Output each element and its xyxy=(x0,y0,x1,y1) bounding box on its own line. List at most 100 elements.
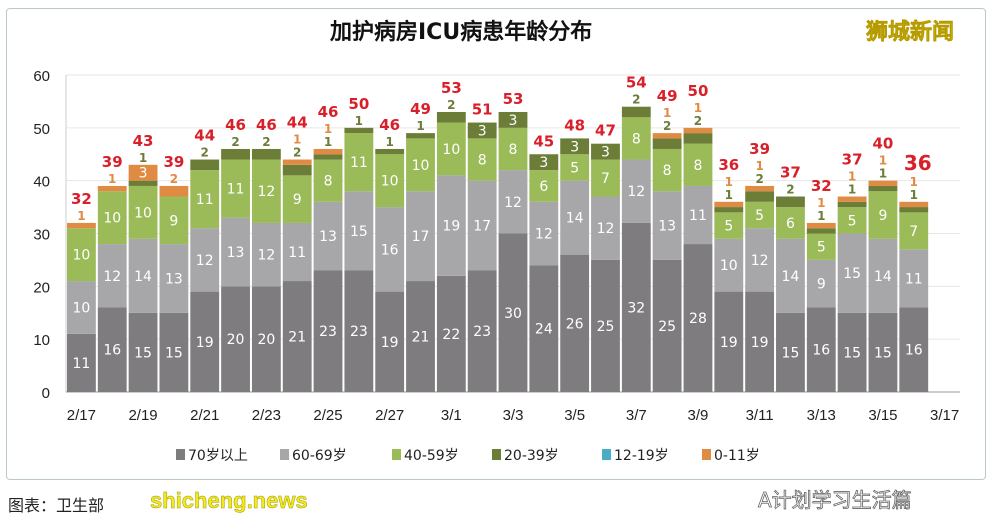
segment-label: 8 xyxy=(694,158,703,174)
total-label: 39 xyxy=(163,153,184,171)
y-tick-label: 0 xyxy=(42,385,50,402)
segment-label: 2 xyxy=(293,146,301,160)
total-label: 54 xyxy=(626,74,647,92)
total-label: 46 xyxy=(379,116,400,134)
legend-label: 20-39岁 xyxy=(504,448,559,464)
bar-segment xyxy=(436,111,466,123)
segment-label: 8 xyxy=(324,174,333,190)
bar-segment xyxy=(776,207,805,239)
segment-label: 1 xyxy=(817,196,825,210)
segment-label: 1 xyxy=(355,114,363,128)
x-tick-label: 2/23 xyxy=(252,407,281,424)
bar-segment xyxy=(67,222,96,229)
segment-label: 23 xyxy=(473,324,491,340)
bar-segment xyxy=(652,133,682,139)
bar-segment xyxy=(745,185,775,192)
segment-label: 9 xyxy=(169,213,178,229)
x-tick-label: 2/25 xyxy=(313,407,342,424)
bar-segment xyxy=(498,170,528,234)
segment-label: 10 xyxy=(72,248,90,264)
bar-segment xyxy=(467,122,497,139)
segment-label: 3 xyxy=(478,123,487,139)
bar-segment xyxy=(436,175,466,276)
total-label: 44 xyxy=(287,114,308,132)
segment-label: 11 xyxy=(72,356,90,372)
legend-swatch xyxy=(492,449,501,460)
segment-label: 5 xyxy=(755,208,764,224)
segment-label: 14 xyxy=(566,211,584,227)
bar-segment xyxy=(313,159,343,202)
segment-label: 17 xyxy=(473,219,491,235)
segment-label: 7 xyxy=(601,171,610,187)
segment-label: 1 xyxy=(416,119,424,133)
bar-segment xyxy=(683,185,713,245)
segment-label: 1 xyxy=(725,175,733,189)
segment-label: 13 xyxy=(165,271,183,287)
total-label: 44 xyxy=(194,127,215,145)
total-label: 46 xyxy=(256,116,277,134)
bar-segment xyxy=(837,201,867,208)
bar-segment xyxy=(190,159,220,171)
bar-segment xyxy=(621,117,651,160)
bar-segment xyxy=(529,170,559,202)
bar-segment xyxy=(128,312,158,392)
bar-segment xyxy=(806,259,836,308)
bar-segment xyxy=(560,138,590,155)
bar-segment xyxy=(498,111,528,128)
segment-label: 2 xyxy=(632,93,640,107)
segment-label: 15 xyxy=(782,345,800,361)
segment-label: 1 xyxy=(848,170,856,184)
bar-segment xyxy=(190,228,220,292)
legend-swatch xyxy=(280,449,289,460)
segment-label: 8 xyxy=(632,131,641,147)
segment-label: 23 xyxy=(350,324,368,340)
chart-title: 加护病房ICU病患年龄分布 xyxy=(330,20,593,45)
bar-segment xyxy=(868,191,898,239)
segment-label: 2 xyxy=(201,146,209,160)
segment-label: 12 xyxy=(103,269,121,285)
segment-label: 23 xyxy=(319,324,337,340)
total-label: 53 xyxy=(503,90,524,108)
segment-label: 20 xyxy=(227,332,245,348)
bar-segment xyxy=(190,170,220,229)
segment-label: 2 xyxy=(262,135,270,149)
segment-label: 12 xyxy=(257,248,275,264)
bar-segment xyxy=(436,275,466,392)
bar-segment xyxy=(621,222,651,392)
total-label: 36 xyxy=(718,156,739,174)
bar-segment xyxy=(560,154,590,181)
bar-segment xyxy=(467,138,497,181)
bar-segment xyxy=(67,333,96,392)
total-label: 39 xyxy=(749,140,770,158)
bar-segment xyxy=(837,312,867,392)
bar-segment xyxy=(868,312,898,392)
bar-segment xyxy=(282,222,312,282)
bar-segment xyxy=(591,143,620,160)
bar-segment xyxy=(282,164,312,176)
bar-segment xyxy=(868,180,898,186)
segment-label: 12 xyxy=(257,184,275,200)
segment-label: 12 xyxy=(196,253,214,269)
segment-label: 12 xyxy=(627,184,645,200)
bar-segment xyxy=(591,259,620,392)
y-tick-label: 20 xyxy=(33,279,50,296)
x-tick-label: 2/17 xyxy=(67,407,96,424)
bar-segment xyxy=(251,286,281,392)
segment-label: 3 xyxy=(570,139,579,155)
segment-label: 15 xyxy=(350,224,368,240)
legend-label: 70岁以上 xyxy=(188,448,248,464)
bar-segment xyxy=(251,148,281,160)
segment-label: 15 xyxy=(874,345,892,361)
segment-label: 21 xyxy=(412,330,430,346)
bar-segment xyxy=(221,148,250,160)
segment-label: 6 xyxy=(786,216,795,232)
total-label: 50 xyxy=(688,82,709,100)
segment-label: 2 xyxy=(786,183,794,197)
bar-segment xyxy=(221,159,250,218)
segment-label: 15 xyxy=(165,345,183,361)
bar-segment xyxy=(714,207,744,213)
legend-label: 0-11岁 xyxy=(714,448,760,464)
bar-segment xyxy=(652,148,682,192)
total-label: 51 xyxy=(472,101,493,119)
bar-segment xyxy=(652,259,682,392)
